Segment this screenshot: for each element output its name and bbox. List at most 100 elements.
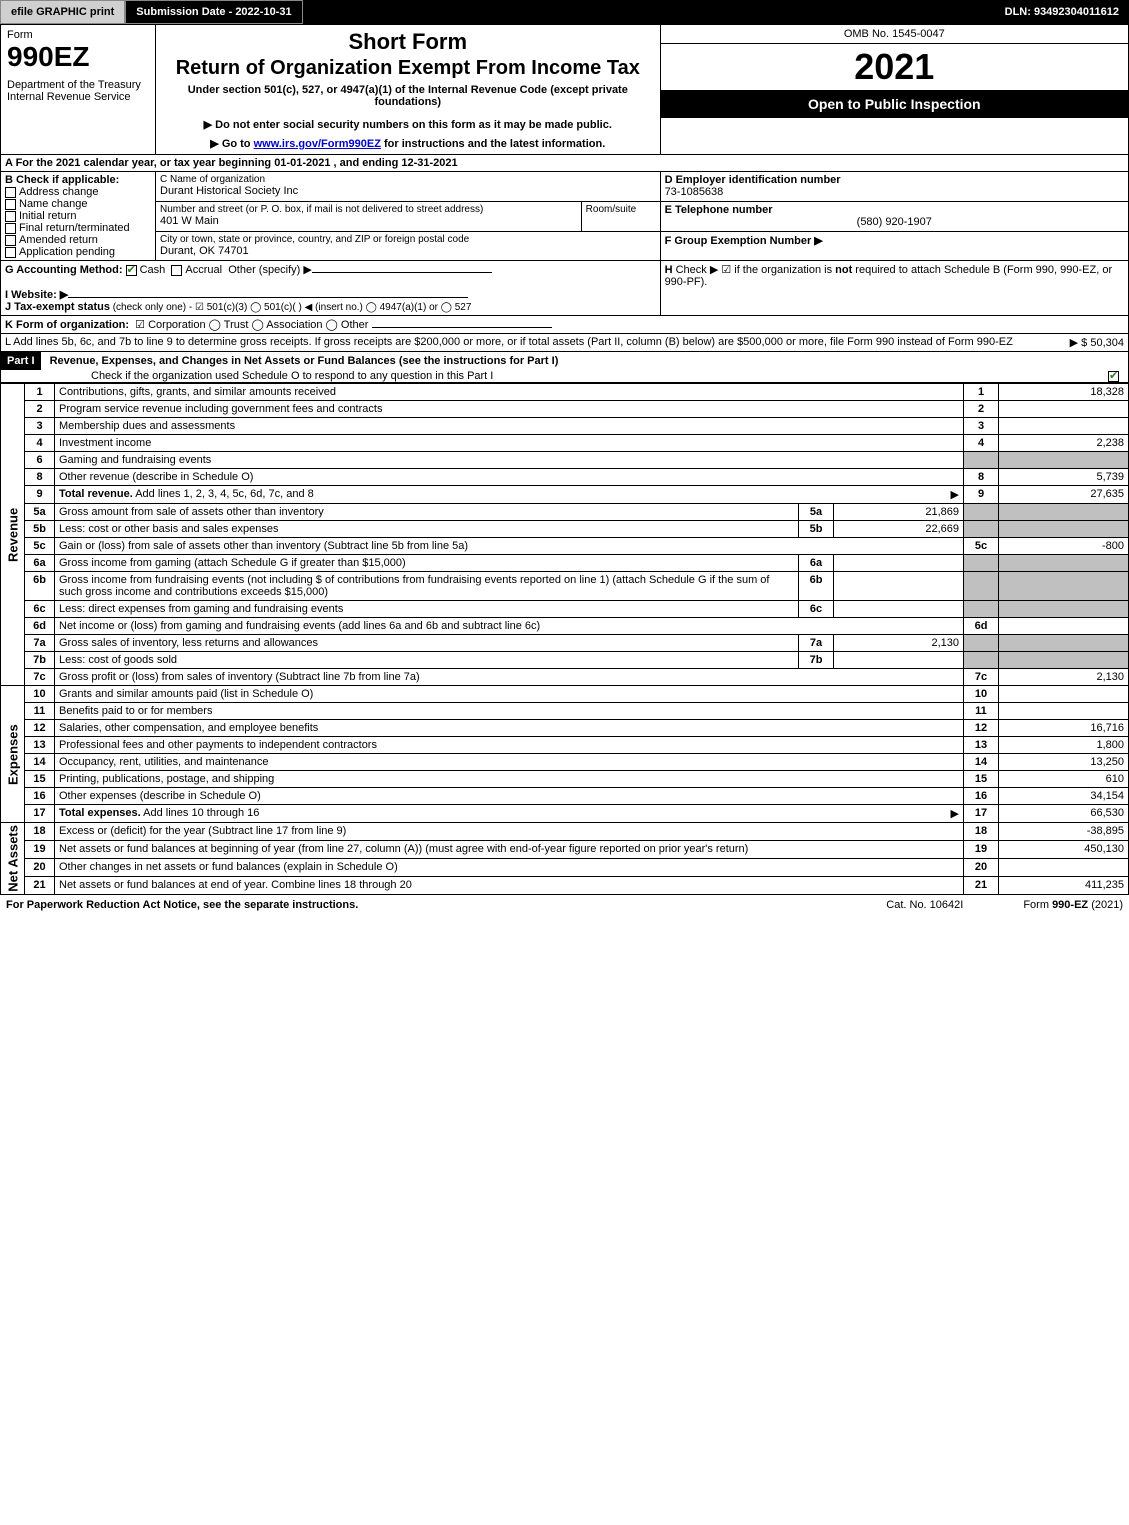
right-number: 7c (964, 669, 999, 686)
right-number: 8 (964, 469, 999, 486)
line-row: 12Salaries, other compensation, and empl… (1, 720, 1129, 737)
dept-label: Department of the Treasury Internal Reve… (7, 79, 149, 103)
right-number: 9 (964, 486, 999, 504)
line-number: 15 (25, 771, 55, 788)
right-value: 66,530 (999, 805, 1129, 823)
b-checkbox[interactable] (5, 199, 16, 210)
efile-print-button[interactable]: efile GRAPHIC print (0, 0, 125, 24)
line-number: 11 (25, 703, 55, 720)
line-number: 19 (25, 840, 55, 858)
section-f: F Group Exemption Number ▶ (660, 232, 1128, 261)
accrual-checkbox[interactable] (171, 265, 182, 276)
g-label: G Accounting Method: (5, 264, 123, 276)
other-specify-input[interactable] (312, 272, 492, 273)
right-number: 12 (964, 720, 999, 737)
b-checkbox[interactable] (5, 211, 16, 222)
part1-checkbox[interactable] (1108, 371, 1119, 382)
grey-cell (999, 452, 1129, 469)
goto-note: ▶ Go to www.irs.gov/Form990EZ for instru… (164, 137, 652, 150)
k-other-input[interactable] (372, 327, 552, 328)
grey-cell (964, 452, 999, 469)
line-number: 6c (25, 601, 55, 618)
street-label: Number and street (or P. O. box, if mail… (160, 204, 577, 215)
sub-number: 6b (799, 572, 834, 601)
d-label: D Employer identification number (665, 174, 1124, 186)
line-desc: Gaming and fundraising events (55, 452, 964, 469)
line-number: 6b (25, 572, 55, 601)
line-row: 21Net assets or fund balances at end of … (1, 876, 1129, 894)
right-number: 1 (964, 384, 999, 401)
k-rest: ☑ Corporation ◯ Trust ◯ Association ◯ Ot… (135, 319, 368, 331)
line-number: 7c (25, 669, 55, 686)
grey-cell (999, 601, 1129, 618)
right-number: 3 (964, 418, 999, 435)
line-desc: Gross income from gaming (attach Schedul… (55, 555, 799, 572)
grey-cell (964, 555, 999, 572)
line-row: Expenses10Grants and similar amounts pai… (1, 686, 1129, 703)
grey-cell (999, 635, 1129, 652)
sub-number: 7a (799, 635, 834, 652)
line-number: 20 (25, 858, 55, 876)
line-number: 8 (25, 469, 55, 486)
section-e: E Telephone number (580) 920-1907 (660, 202, 1128, 232)
line-row: 6bGross income from fundraising events (… (1, 572, 1129, 601)
right-value: 5,739 (999, 469, 1129, 486)
line-desc: Excess or (deficit) for the year (Subtra… (55, 823, 964, 841)
right-value: 450,130 (999, 840, 1129, 858)
line-desc: Gross sales of inventory, less returns a… (55, 635, 799, 652)
line-desc: Total revenue. Add lines 1, 2, 3, 4, 5c,… (55, 486, 964, 504)
line-number: 9 (25, 486, 55, 504)
website-input[interactable] (68, 297, 468, 298)
line-row: 17Total expenses. Add lines 10 through 1… (1, 805, 1129, 823)
cash-checkbox[interactable] (126, 265, 137, 276)
b-checkbox[interactable] (5, 235, 16, 246)
b-item: Initial return (5, 210, 151, 222)
right-number: 14 (964, 754, 999, 771)
right-value: 2,238 (999, 435, 1129, 452)
sub-value: 2,130 (834, 635, 964, 652)
accrual-label: Accrual (185, 264, 222, 276)
right-value: 1,800 (999, 737, 1129, 754)
line-desc: Professional fees and other payments to … (55, 737, 964, 754)
line-row: 5aGross amount from sale of assets other… (1, 504, 1129, 521)
right-value: 610 (999, 771, 1129, 788)
line-row: Net Assets18Excess or (deficit) for the … (1, 823, 1129, 841)
h-label: H (665, 264, 673, 276)
b-checkbox[interactable] (5, 247, 16, 258)
right-value (999, 703, 1129, 720)
i-label: I Website: ▶ (5, 289, 68, 301)
j-rest: (check only one) - ☑ 501(c)(3) ◯ 501(c)(… (110, 302, 471, 313)
city-label: City or town, state or province, country… (160, 234, 656, 245)
b-checkbox[interactable] (5, 187, 16, 198)
right-number: 19 (964, 840, 999, 858)
irs-link[interactable]: www.irs.gov/Form990EZ (254, 138, 381, 150)
line-row: 19Net assets or fund balances at beginni… (1, 840, 1129, 858)
section-d: D Employer identification number 73-1085… (660, 172, 1128, 202)
sub-value (834, 601, 964, 618)
line-row: 2Program service revenue including gover… (1, 401, 1129, 418)
right-number: 17 (964, 805, 999, 823)
b-item: Name change (5, 198, 151, 210)
omb-number: OMB No. 1545-0047 (661, 25, 1128, 44)
part1-title: Revenue, Expenses, and Changes in Net As… (44, 355, 559, 367)
line-desc: Printing, publications, postage, and shi… (55, 771, 964, 788)
h-not: not (835, 264, 852, 276)
under-section: Under section 501(c), 527, or 4947(a)(1)… (164, 84, 652, 108)
grey-cell (999, 504, 1129, 521)
footer-right: Form 990-EZ (2021) (1023, 899, 1123, 911)
line-row: 5bLess: cost or other basis and sales ex… (1, 521, 1129, 538)
line-row: 8Other revenue (describe in Schedule O)8… (1, 469, 1129, 486)
b-checkbox[interactable] (5, 223, 16, 234)
room-suite: Room/suite (581, 202, 660, 232)
grey-cell (999, 521, 1129, 538)
org-name: Durant Historical Society Inc (160, 185, 656, 197)
right-number: 2 (964, 401, 999, 418)
k-label: K Form of organization: (5, 319, 129, 331)
c-name-label: C Name of organization (160, 174, 656, 185)
footer-mid: Cat. No. 10642I (886, 899, 963, 911)
grey-cell (999, 572, 1129, 601)
part1-header: Part I Revenue, Expenses, and Changes in… (1, 352, 1129, 383)
line-number: 13 (25, 737, 55, 754)
line-desc: Occupancy, rent, utilities, and maintena… (55, 754, 964, 771)
tax-year: 2021 (661, 44, 1128, 90)
